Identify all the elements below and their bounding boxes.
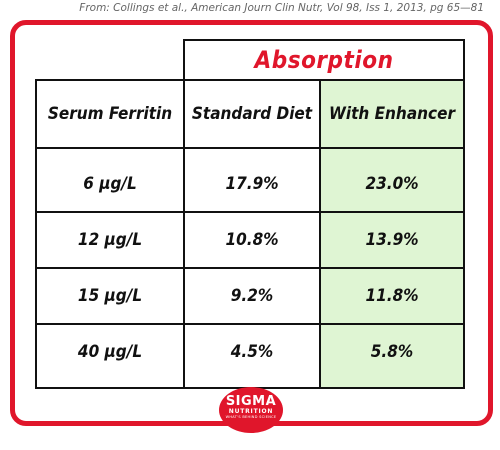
ferritin-cell: 15 µg/L [35,267,185,325]
table-frame: Absorption Serum Ferritin Standard Diet … [10,20,493,426]
with-enhancer-cell: 13.9% [319,211,465,269]
ferritin-cell: 40 µg/L [35,323,185,389]
absorption-table: Absorption Serum Ferritin Standard Diet … [35,39,465,389]
blank-corner [36,40,184,80]
sigma-nutrition-logo: SIGMA NUTRITION WHAT'S BEHIND SCIENCE [219,387,283,433]
logo-line-1: SIGMA [225,394,277,409]
column-header-with-enhancer: With Enhancer [319,79,465,149]
standard-diet-cell: 17.9% [183,147,321,213]
logo-line-2: NUTRITION [228,408,274,415]
with-enhancer-cell: 11.8% [319,267,465,325]
absorption-header: Absorption [183,39,465,81]
standard-diet-cell: 9.2% [183,267,321,325]
column-header-standard-diet: Standard Diet [183,79,321,149]
table-row: 6 µg/L 17.9% 23.0% [35,147,465,213]
with-enhancer-cell: 5.8% [319,323,465,389]
table-row: 40 µg/L 4.5% 5.8% [35,323,465,389]
standard-diet-cell: 10.8% [183,211,321,269]
source-citation: From: Collings et al., American Journ Cl… [79,2,484,14]
table-row: 12 µg/L 10.8% 13.9% [35,211,465,269]
ferritin-cell: 6 µg/L [35,147,185,213]
ferritin-cell: 12 µg/L [35,211,185,269]
with-enhancer-cell: 23.0% [319,147,465,213]
logo-line-3: WHAT'S BEHIND SCIENCE [225,415,277,419]
standard-diet-cell: 4.5% [183,323,321,389]
table-row: 15 µg/L 9.2% 11.8% [35,267,465,325]
column-header-serum-ferritin: Serum Ferritin [35,79,185,149]
